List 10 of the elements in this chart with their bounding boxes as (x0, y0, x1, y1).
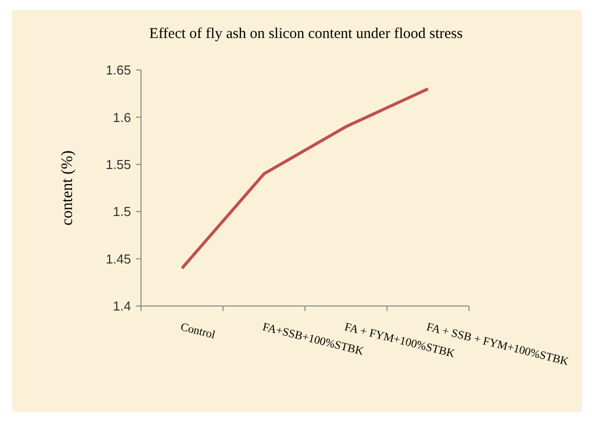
chart-title: Effect of fly ash on slicon content under flood stress (149, 26, 463, 42)
x-tick-label: Control (179, 321, 216, 342)
y-axis-title: content (%) (59, 150, 76, 226)
y-tick-label: 1.45 (106, 251, 131, 266)
y-tick-label: 1.5 (112, 204, 131, 220)
y-tick-label: 1.55 (106, 156, 131, 172)
line-series (180, 87, 430, 270)
y-tick-label: 1.65 (106, 62, 131, 78)
y-tick-label: 1.6 (112, 110, 131, 125)
y-tick-label: 1.4 (112, 298, 131, 314)
